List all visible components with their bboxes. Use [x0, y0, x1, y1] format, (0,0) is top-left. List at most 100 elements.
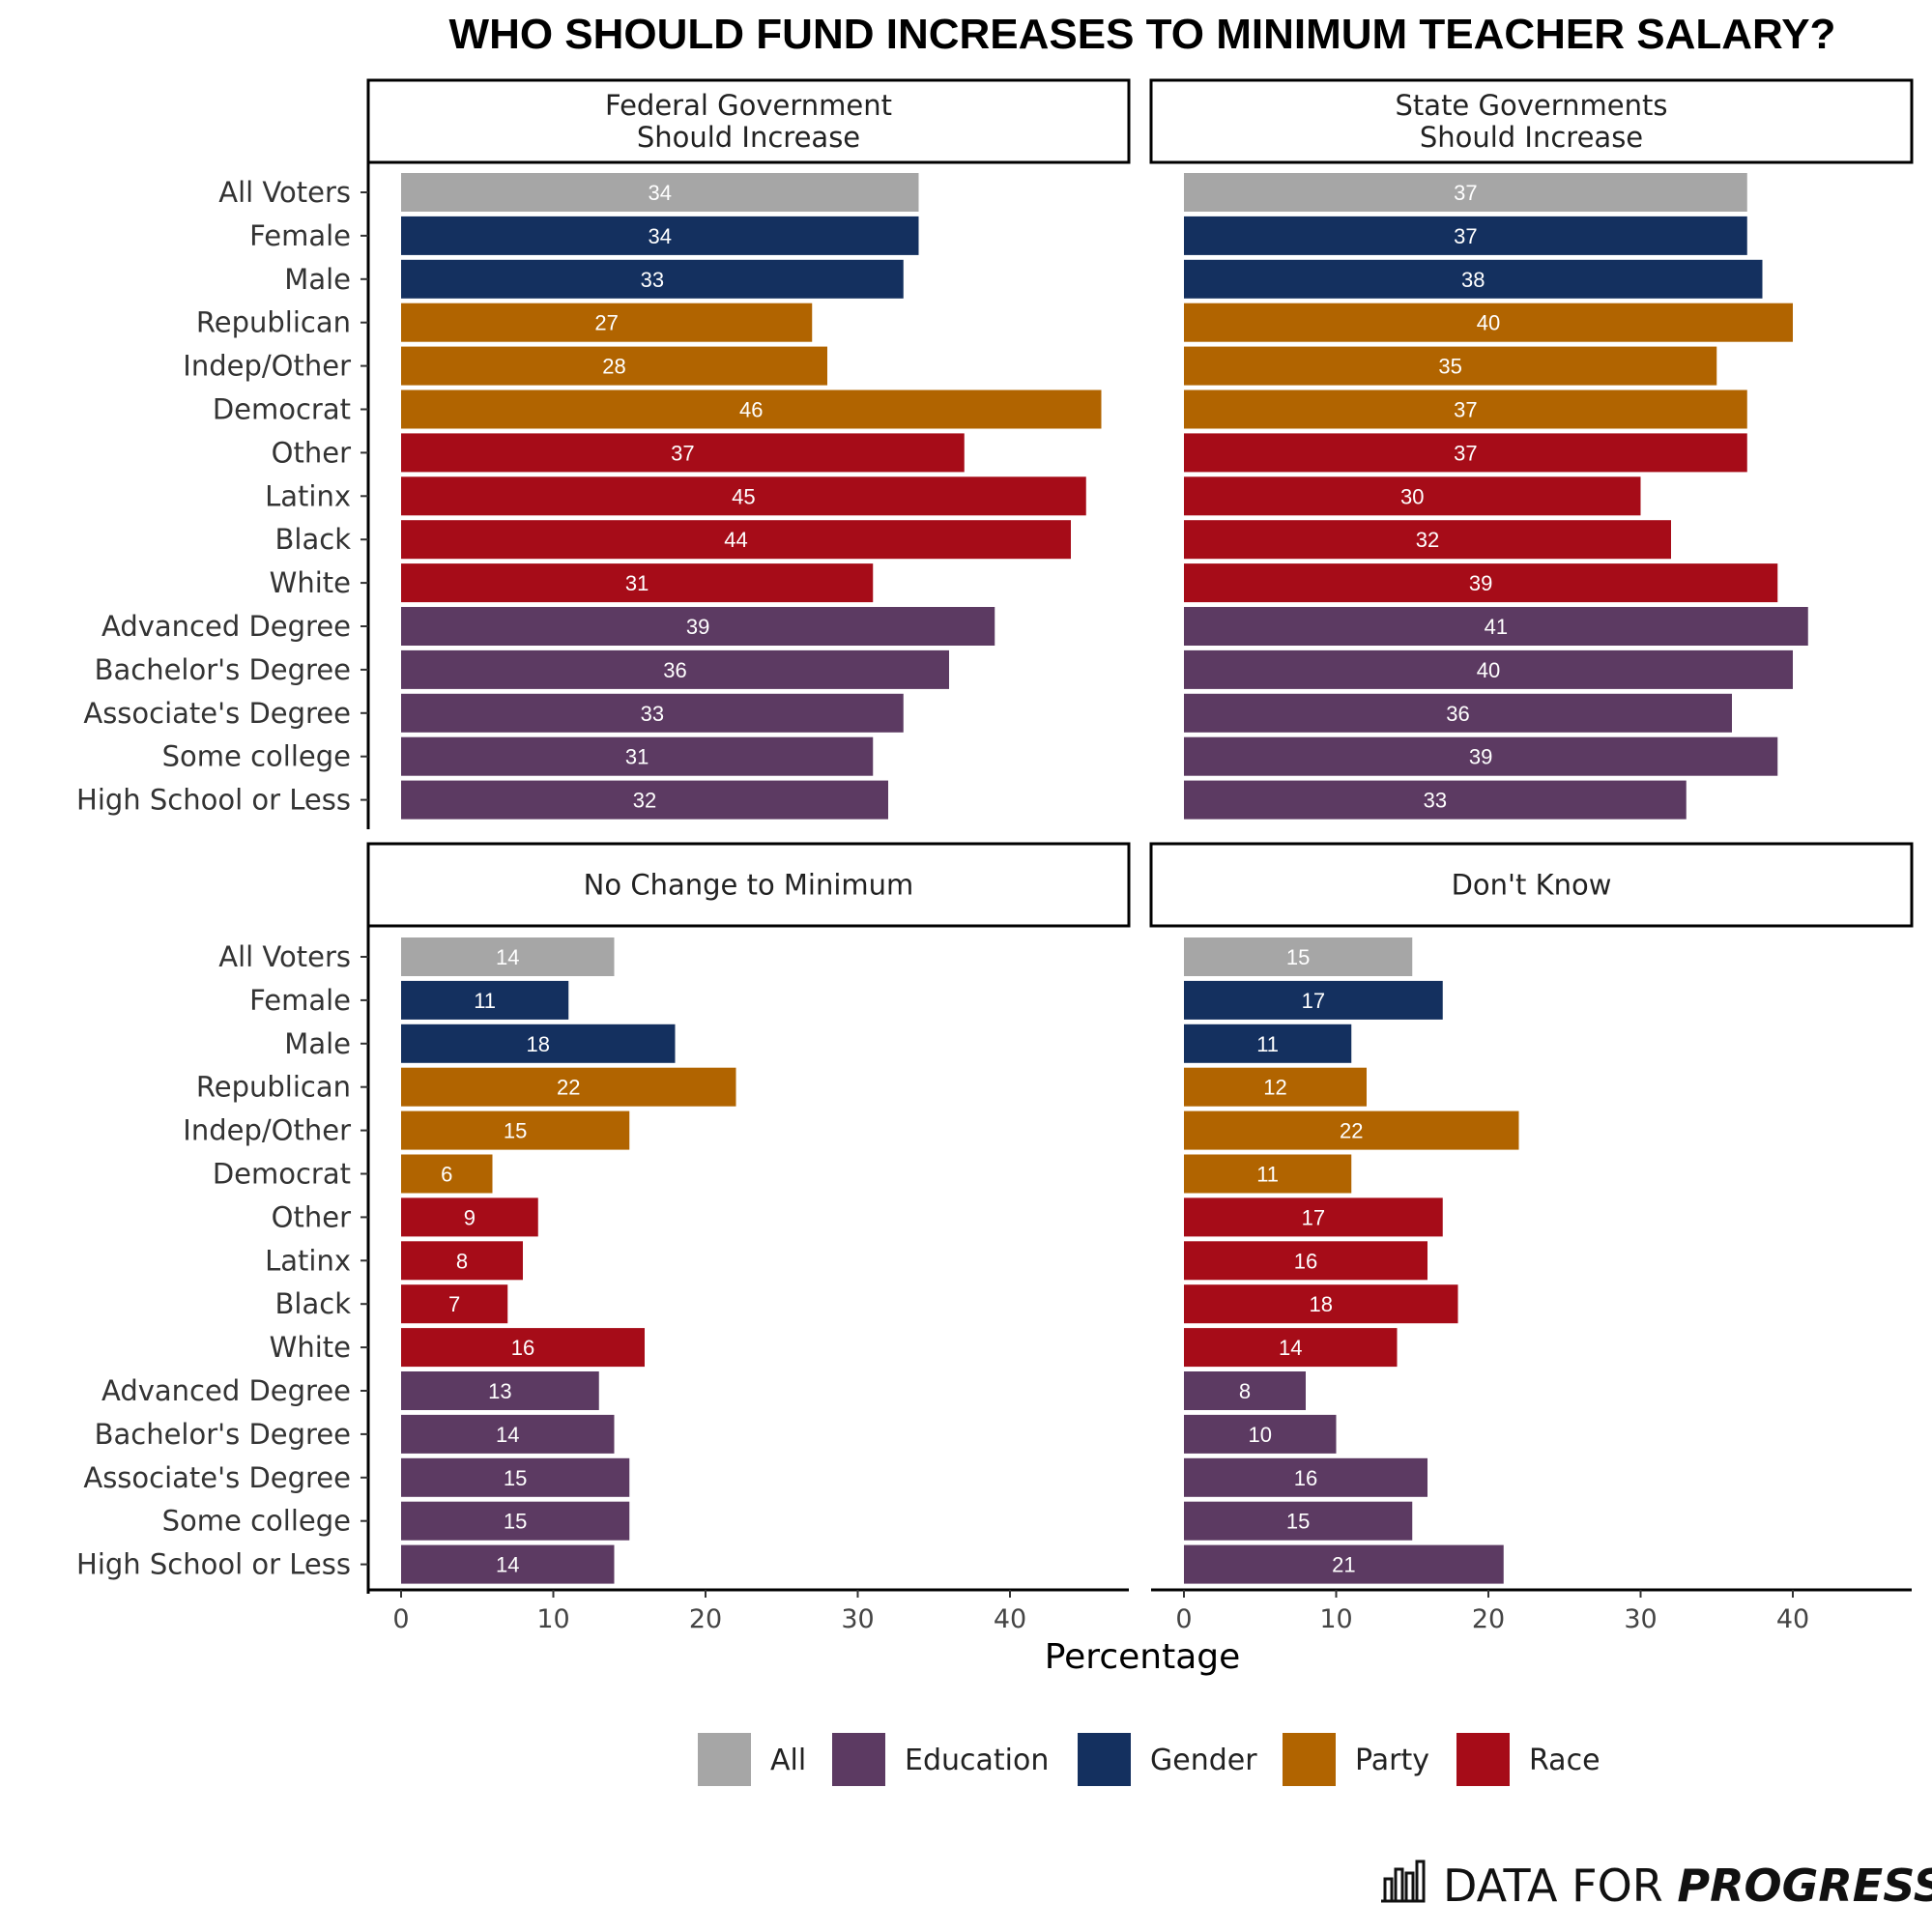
- category-label: All Voters: [218, 176, 351, 209]
- bar: [1184, 980, 1443, 1020]
- x-axes: 0 10 20 30 40 0 10 20 30 40: [368, 1588, 1912, 1634]
- bar: [401, 346, 827, 386]
- bar-value-label: 16: [1294, 1466, 1317, 1490]
- bar-value-label: 32: [633, 789, 656, 813]
- bar: [1184, 476, 1641, 516]
- bar: [401, 1110, 630, 1150]
- panel-4: Don't Know 15 17 11 12 22 11 17 16 18 14 8 10 16 15 21: [1149, 842, 1914, 1584]
- bar-value-label: 8: [456, 1249, 468, 1273]
- category-label: White: [270, 566, 351, 599]
- bar-value-label: 38: [1461, 268, 1485, 292]
- x-tick-label: 30: [1624, 1604, 1657, 1634]
- bar: [401, 1241, 523, 1281]
- bar-value-label: 15: [504, 1510, 527, 1534]
- bar: [1184, 520, 1671, 560]
- bar-value-label: 7: [448, 1292, 460, 1316]
- bar-value-label: 39: [686, 615, 709, 639]
- panel-strip-text: No Change to Minimum: [584, 869, 914, 902]
- category-label: Female: [249, 984, 351, 1017]
- bar-value-label: 14: [1279, 1336, 1302, 1360]
- x-tick-label: 40: [994, 1604, 1026, 1634]
- x-tick-label: 10: [1319, 1604, 1352, 1634]
- bar: [1184, 937, 1413, 976]
- panel-strip-text: Should Increase: [637, 121, 860, 154]
- bar: [401, 433, 965, 473]
- bar: [1184, 1284, 1458, 1324]
- category-label: Other: [272, 1200, 351, 1233]
- bar: [1184, 1328, 1398, 1368]
- bar: [1184, 1501, 1413, 1541]
- bar-value-label: 37: [1454, 398, 1477, 422]
- brand-wordmark-bold: PROGRESS: [1677, 1860, 1932, 1912]
- bar: [401, 259, 904, 299]
- bar-value-label: 14: [496, 1553, 519, 1577]
- bar-value-label: 17: [1302, 989, 1325, 1013]
- panel-strip: [366, 78, 1131, 164]
- bar-value-label: 11: [474, 989, 496, 1013]
- bar-value-label: 27: [594, 311, 618, 335]
- bar: [1184, 1457, 1427, 1497]
- bar: [401, 780, 888, 820]
- chart-title: WHO SHOULD FUND INCREASES TO MINIMUM TEA…: [449, 11, 1836, 58]
- bar: [401, 1284, 508, 1324]
- category-label: Bachelor's Degree: [95, 1418, 351, 1451]
- bar: [401, 649, 949, 689]
- bar: [1184, 346, 1717, 386]
- bar: [401, 1371, 599, 1410]
- bar: [1184, 259, 1763, 299]
- bar: [1184, 563, 1778, 603]
- bar: [1184, 1544, 1504, 1584]
- bar-value-label: 33: [1424, 789, 1447, 813]
- bar-value-label: 35: [1438, 355, 1461, 379]
- bar-value-label: 6: [441, 1163, 452, 1187]
- bar: [1184, 1197, 1443, 1237]
- bar: [1184, 1241, 1427, 1281]
- bar-value-label: 10: [1249, 1423, 1272, 1447]
- bar: [1184, 1414, 1337, 1454]
- bar: [401, 563, 874, 603]
- x-tick-label: 0: [1175, 1604, 1192, 1634]
- bar: [401, 1457, 630, 1497]
- bar-value-label: 34: [649, 181, 672, 205]
- bar-value-label: 36: [663, 658, 686, 682]
- bar: [401, 520, 1071, 560]
- bar-value-label: 40: [1477, 658, 1500, 682]
- bar: [1184, 389, 1747, 429]
- bar: [401, 1024, 676, 1063]
- bar: [1184, 693, 1732, 733]
- bar-value-label: 37: [1454, 181, 1477, 205]
- category-label: Advanced Degree: [101, 610, 351, 643]
- bar-value-label: 39: [1469, 571, 1492, 595]
- x-axis-title: Percentage: [1045, 1637, 1241, 1677]
- category-label: Latinx: [265, 1244, 351, 1277]
- x-tick-label: 10: [536, 1604, 569, 1634]
- bar: [401, 1067, 736, 1107]
- legend-swatch-party: [1283, 1733, 1336, 1786]
- category-label: Democrat: [213, 1158, 351, 1191]
- bar-value-label: 33: [641, 268, 664, 292]
- bar: [1184, 649, 1793, 689]
- category-label: Indep/Other: [183, 1114, 351, 1147]
- bar-value-label: 18: [527, 1032, 550, 1056]
- bar: [1184, 736, 1778, 776]
- bar-value-label: 12: [1263, 1076, 1286, 1100]
- bar-value-label: 39: [1469, 745, 1492, 769]
- bar-value-label: 15: [1286, 1510, 1310, 1534]
- bar: [401, 1328, 645, 1368]
- bar: [1184, 1067, 1367, 1107]
- brand-wordmark: DATA FOR PROGRESS: [1443, 1860, 1932, 1912]
- bar: [1184, 1110, 1519, 1150]
- bar-value-label: 14: [496, 945, 519, 969]
- bar-value-label: 8: [1239, 1379, 1251, 1403]
- bar-value-label: 11: [1256, 1163, 1279, 1187]
- panel-strip-text: Don't Know: [1452, 869, 1612, 902]
- panel-strip: [1149, 78, 1914, 164]
- category-label: Male: [284, 263, 351, 296]
- legend: All Education Gender Party Race: [698, 1733, 1600, 1786]
- bar-value-label: 40: [1477, 311, 1500, 335]
- panel-strip-text: Federal Government: [605, 89, 892, 122]
- legend-label: Gender: [1150, 1744, 1257, 1777]
- bar-value-label: 31: [625, 571, 649, 595]
